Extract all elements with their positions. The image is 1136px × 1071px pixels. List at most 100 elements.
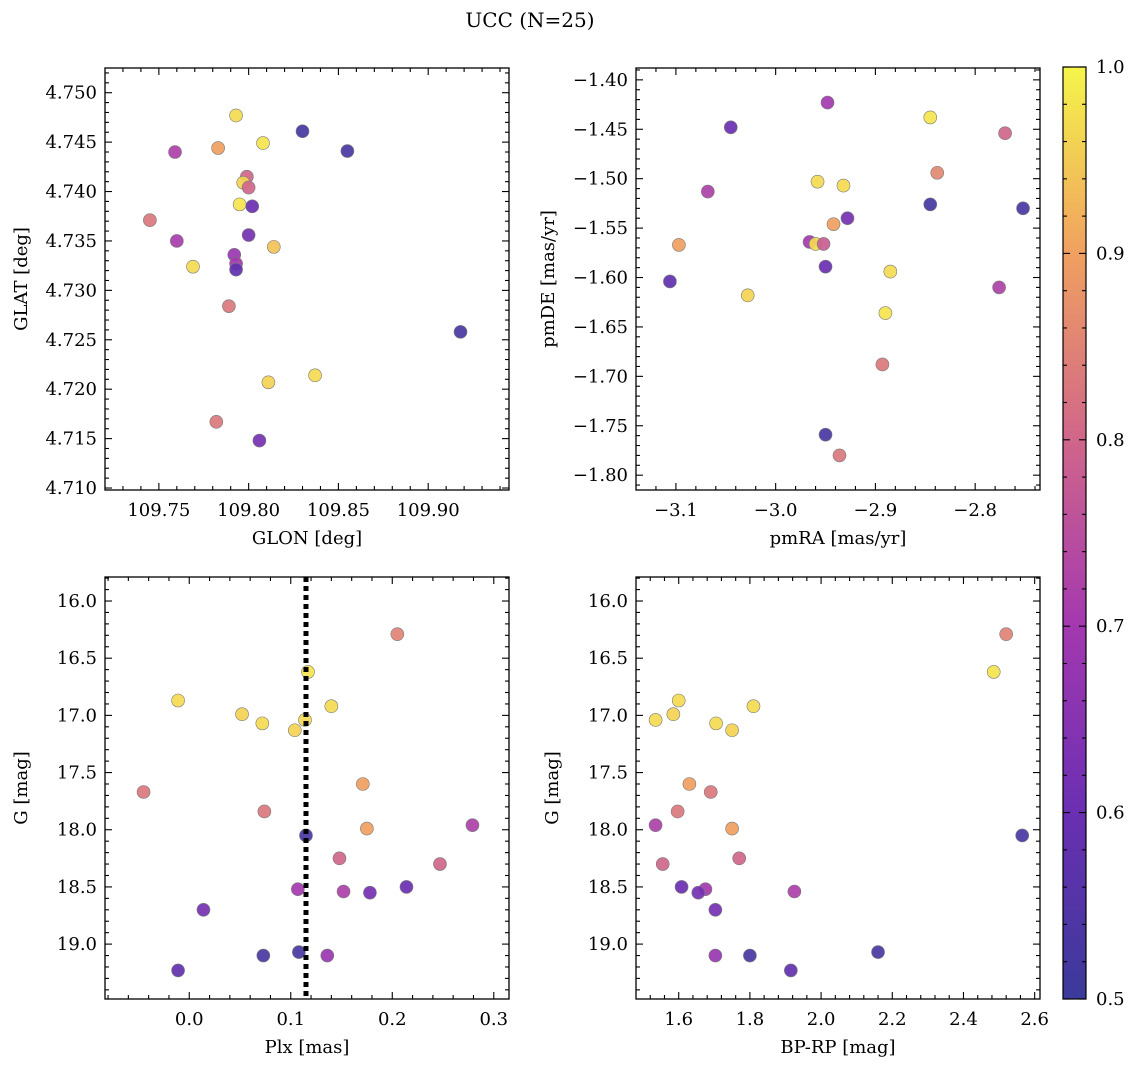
scatter-point [986,665,1001,679]
axis-ticks [105,577,509,999]
y-tick-label: −1.70 [573,366,628,387]
x-axis-label: Plx [mas] [265,1037,350,1058]
scatter-point [648,818,663,832]
x-tick-label: 1.6 [664,1009,693,1030]
scatter-point [674,880,689,894]
x-tick-label: 109.90 [397,500,460,521]
scatter-points [663,95,1030,463]
scatter-point [453,325,468,339]
scatter-points [143,108,468,448]
scatter-point [288,723,302,738]
scatter-point [701,184,715,199]
y-tick-label: 4.725 [45,330,97,351]
scatter-point [136,785,151,799]
colorbar-gradient [1062,66,1087,1000]
scatter-point [256,136,270,150]
scatter-point [168,145,182,159]
x-tick-label: 2.6 [1020,1009,1049,1030]
scatter-point [241,228,256,242]
figure-title: UCC (N=25) [465,8,594,32]
colorbar: 0.5 0.6 0.7 0.8 0.9 1.0 [1062,57,1125,1010]
scatter-point [998,126,1012,141]
scatter-point [171,963,185,978]
x-axis-label: GLON [deg] [252,528,362,549]
scatter-point [832,448,847,463]
scatter-point [725,723,739,738]
scatter-point [143,213,157,227]
scatter-point [708,902,723,917]
scatter-point [433,857,447,871]
y-tick-label: 16.5 [57,648,97,669]
axes-frame [104,67,510,491]
y-axis-label: G [mag] [11,751,32,824]
y-tick-label: 16.0 [588,591,628,612]
scatter-point [871,945,885,959]
scatter-point [256,948,271,963]
scatter-point [818,427,833,442]
scatter-point [332,851,347,866]
scatter-point [883,264,898,279]
scatter-point [209,415,224,429]
axis-ticks [636,68,1040,490]
y-tick-label: 4.730 [45,280,97,301]
x-tick-label: −3.0 [754,500,798,521]
scatter-point [229,108,243,123]
scatter-point [291,882,305,897]
scatter-point [784,963,798,978]
scatter-point [295,124,310,139]
scatter-point [875,357,890,372]
axis-ticks [105,68,509,490]
y-tick-label: −1.80 [573,465,628,486]
scatter-point [999,627,1013,641]
x-tick-label: −3.1 [654,500,698,521]
x-tick-label: 109.80 [217,500,280,521]
y-tick-label: 4.735 [45,231,97,252]
panel-cmd: 1.6 1.8 2.0 2.2 2.4 2.6 16.0 16.5 17.0 17.5 18.0 18… [542,576,1049,1058]
y-tick-label: 18.5 [588,877,628,898]
scatter-point [171,693,185,708]
scatter-point [255,716,270,731]
scatter-point [222,299,236,313]
colorbar-tick-label: 0.9 [1096,243,1125,264]
scatter-point [826,217,841,231]
scatter-point [671,693,686,708]
scatter-point [743,948,757,963]
scatter-point [836,178,851,193]
x-axis-label: BP-RP [mag] [780,1037,895,1058]
scatter-point [465,818,480,832]
scatter-point [708,948,723,963]
scatter-point [170,234,184,248]
y-axis-label: GLAT [deg] [11,227,32,331]
scatter-point [252,433,267,448]
scatter-point [672,238,686,252]
scatter-point [390,627,405,641]
scatter-point [336,884,351,899]
y-tick-label: 16.5 [588,648,628,669]
scatter-point [746,699,761,714]
colorbar-tick-label: 0.8 [1096,430,1125,451]
scatter-point [666,707,681,722]
scatter-point [923,110,938,125]
y-tick-label: 4.720 [45,379,97,400]
scatter-point [245,199,260,214]
scatter-points [136,627,480,978]
panel-pm: −3.1 −3.0 −2.9 −2.8 −1.80 −1.75 −1.70 −1.65 −1.6… [538,67,1041,549]
y-tick-label: 16.0 [57,591,97,612]
scatter-point [655,857,670,871]
y-tick-label: 4.715 [45,429,97,450]
scatter-point [340,144,355,158]
panel-glon-glat: 109.75 109.80 109.85 109.90 4.710 4.715 4.720 4… [11,67,510,549]
scatter-point [818,259,833,274]
y-tick-label: 4.750 [45,83,97,104]
scatter-point [261,375,276,390]
scatter-point [229,262,243,277]
scatter-point [235,707,249,722]
scatter-point [1016,201,1030,216]
scatter-point [670,804,685,819]
y-axis-label: G [mag] [542,751,563,824]
x-tick-label: −2.8 [953,500,997,521]
axes-frame [635,576,1041,1000]
scatter-points [648,627,1030,978]
